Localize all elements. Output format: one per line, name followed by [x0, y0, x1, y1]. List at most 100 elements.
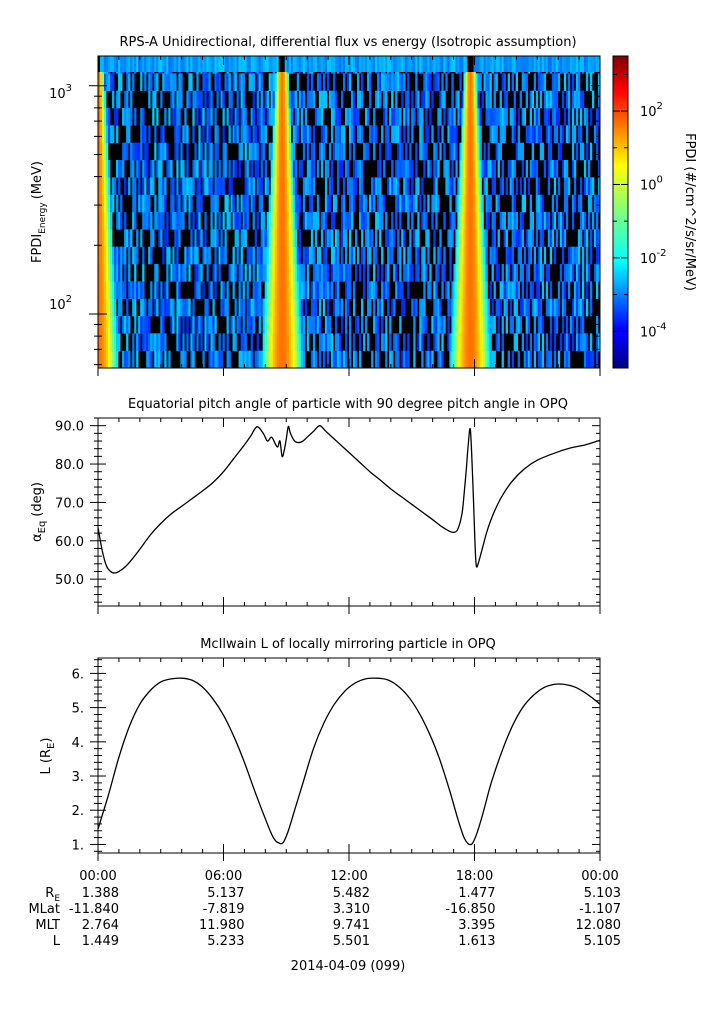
spectrogram-cell [200, 142, 203, 161]
spectrogram-cell [324, 229, 328, 247]
spectrogram-cell [581, 333, 585, 351]
spectrogram-cell [224, 142, 227, 161]
spectrogram-cell [216, 194, 219, 213]
spectrogram-cell [533, 298, 537, 317]
spectrogram-cell [595, 350, 599, 369]
spectrogram-cell [509, 246, 512, 265]
spectrogram-cell [575, 108, 579, 126]
spectrogram-cell [142, 212, 145, 230]
spectrogram-cell [240, 333, 243, 351]
spectrogram-cell [154, 212, 157, 230]
colorbar-tick-label: 102 [640, 101, 663, 120]
spectrogram-cell [385, 73, 388, 91]
spectrogram-cell [306, 160, 310, 178]
spectrogram-cell [519, 298, 522, 317]
spectrogram-cell [148, 194, 151, 213]
spectrogram-cell [228, 160, 231, 178]
spectrogram-cell [264, 246, 267, 265]
spectrogram-cell [314, 264, 318, 282]
spectrogram-cell [369, 125, 372, 143]
spectrogram-cell [493, 316, 496, 334]
spectrogram-cell [170, 298, 173, 317]
spectrogram-cell [589, 194, 593, 213]
spectrogram-cell [495, 333, 498, 351]
spectrogram-cell [298, 160, 302, 178]
spectrogram-cell [405, 177, 408, 195]
spectrogram-cell [308, 194, 312, 213]
spectrogram-cell [116, 108, 119, 126]
spectrogram-cell [194, 90, 197, 109]
spectrogram-cell [457, 281, 460, 299]
spectrogram-cell [248, 316, 251, 334]
spectrogram-cell [435, 333, 438, 351]
spectrogram-cell [421, 333, 424, 351]
spectrogram-cell [477, 73, 480, 91]
spectrogram-cell [467, 229, 470, 247]
spectrogram-cell [252, 316, 255, 334]
spectrogram-cell [427, 246, 430, 265]
spectrogram-cell [479, 125, 482, 143]
spectrogram-cell [565, 177, 569, 195]
spectrogram-cell [585, 350, 589, 369]
spectrogram-cell [232, 125, 235, 143]
spectrogram-cell [270, 160, 273, 178]
spectrogram-cell [557, 177, 561, 195]
spectrogram-cell [312, 56, 316, 72]
spectrogram-cell [132, 194, 135, 213]
spectrogram-cell [226, 333, 229, 351]
spectrogram-cell [521, 212, 524, 230]
spectrogram-cell [579, 125, 583, 143]
spectrogram-cell [405, 90, 408, 109]
spectrogram-cell [262, 125, 265, 143]
spectrogram-cell [338, 160, 342, 178]
spectrogram-cell [198, 125, 201, 143]
spectrogram-cell [344, 160, 348, 178]
spectrogram-cell [375, 125, 378, 143]
spectrogram-cell [252, 90, 255, 109]
spectrogram-cell [278, 316, 282, 334]
spectrogram-cell [349, 56, 352, 72]
spectrogram-cell [282, 350, 286, 369]
spectrogram-cell [571, 316, 575, 334]
spectrogram-cell [282, 160, 286, 178]
spectrogram-cell [116, 194, 119, 213]
spectrogram-cell [467, 212, 470, 230]
spectrogram-cell [284, 298, 288, 317]
spectrogram-cell [224, 160, 227, 178]
spectrogram-cell [495, 125, 498, 143]
spectrogram-cell [411, 194, 414, 213]
spectrogram-cell [344, 246, 348, 265]
spectrogram-cell [340, 194, 344, 213]
spectrogram-cell [248, 246, 251, 265]
spectrogram-cell [359, 264, 362, 282]
spectrogram-cell [304, 177, 308, 195]
spectrogram-cell [224, 73, 227, 91]
spectrogram-cell [397, 56, 400, 72]
spectrogram-cell [300, 298, 304, 317]
spectrogram-cell [439, 108, 442, 126]
spectrogram-cell [505, 177, 508, 195]
spectrogram-cell [310, 194, 314, 213]
spectrogram-cell [254, 125, 257, 143]
spectrogram-cell [240, 108, 243, 126]
spectrogram-cell [505, 246, 508, 265]
spectrogram-cell [579, 212, 583, 230]
spectrogram-cell [272, 194, 276, 213]
spectrogram-cell [431, 316, 434, 334]
spectrogram-cell [459, 350, 462, 369]
spectrogram-cell [579, 56, 583, 72]
spectrogram-cell [204, 316, 207, 334]
colorbar-tick-label: 10-4 [640, 321, 667, 340]
spectrogram-cell [102, 73, 105, 91]
spectrogram-cell [519, 246, 522, 265]
spectrogram-cell [332, 350, 336, 369]
spectrogram-cell [411, 90, 414, 109]
spectrogram-cell [196, 212, 199, 230]
spectrogram-title: RPS-A Unidirectional, differential flux … [119, 35, 576, 50]
spectrogram-cell [453, 264, 456, 282]
spectrogram-cell [334, 142, 338, 161]
spectrogram-cell [571, 125, 575, 143]
spectrogram-cell [489, 316, 492, 334]
spectrogram-cell [425, 90, 428, 109]
spectrogram-cell [152, 160, 155, 178]
